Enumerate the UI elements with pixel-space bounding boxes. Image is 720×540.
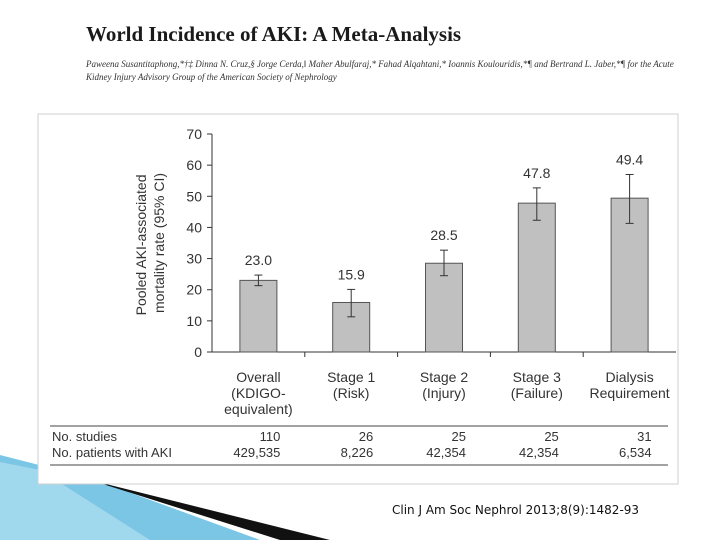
y-tick-label: 10 [186,313,202,329]
dark-accent-stroke [90,480,330,540]
table-cell: 26 [359,429,373,444]
y-axis-title-line-1: Pooled AKI-associated [133,175,149,316]
table-row-label: No. studies [52,429,118,444]
y-axis-title-line-2: mortality rate (95% CI) [151,173,167,313]
category-label: Dialysis Requirement [590,369,670,401]
author-list: Paweena Susantitaphong,*†‡ Dinna N. Cruz… [86,59,674,82]
category-label-line: Stage 2 [420,369,468,385]
y-tick-label: 0 [194,344,202,360]
table-cell: 25 [544,429,558,444]
category-label: Stage 2 (Injury) [420,369,468,401]
y-tick-label: 40 [186,219,202,235]
y-tick-label: 20 [186,282,202,298]
y-tick-label: 60 [186,157,202,173]
value-label: 28.5 [430,227,457,243]
value-label: 49.4 [616,151,643,167]
y-tick-label: 30 [186,251,202,267]
category-label-line: (Risk) [333,385,370,401]
slide-title: World Incidence of AKI: A Meta-Analysis [86,22,462,46]
chart-frame [37,113,679,485]
category-label-line: Overall [236,369,280,385]
table-cell: 6,534 [619,445,652,460]
table-row-label: No. patients with AKI [52,445,172,460]
table-cell: 42,354 [426,445,466,460]
category-label: Stage 3 (Failure) [511,369,563,401]
table-cell: 31 [637,429,651,444]
category-label-line: (KDIGO- [231,385,286,401]
value-label: 47.8 [523,165,550,181]
y-axis-title: Pooled AKI-associated mortality rate (95… [133,171,167,316]
category-label-line: (Injury) [422,385,466,401]
y-tick-label: 50 [186,188,202,204]
category-label-line: Stage 3 [513,369,561,385]
bar [425,262,463,353]
table-cell: 110 [260,429,281,444]
bar [517,202,556,353]
bar [239,279,278,353]
category-label: Stage 1 (Risk) [327,369,375,401]
table-cell: 42,354 [519,445,559,460]
category-label-line: (Failure) [511,385,563,401]
y-tick-label: 70 [186,126,202,142]
table-cell: 429,535 [233,445,280,460]
category-label-line: Dialysis [605,369,653,385]
table-cell: 25 [452,429,466,444]
value-label: 15.9 [338,266,365,282]
category-label-line: Stage 1 [327,369,375,385]
citation: Clin J Am Soc Nephrol 2013;8(9):1482-93 [392,503,640,517]
table-cell: 8,226 [341,445,374,460]
category-label-line: Requirement [590,385,670,401]
category-label: Overall (KDIGO-equivalent) [224,369,293,417]
category-label-line: equivalent) [224,401,293,417]
value-label: 23.0 [245,252,272,268]
